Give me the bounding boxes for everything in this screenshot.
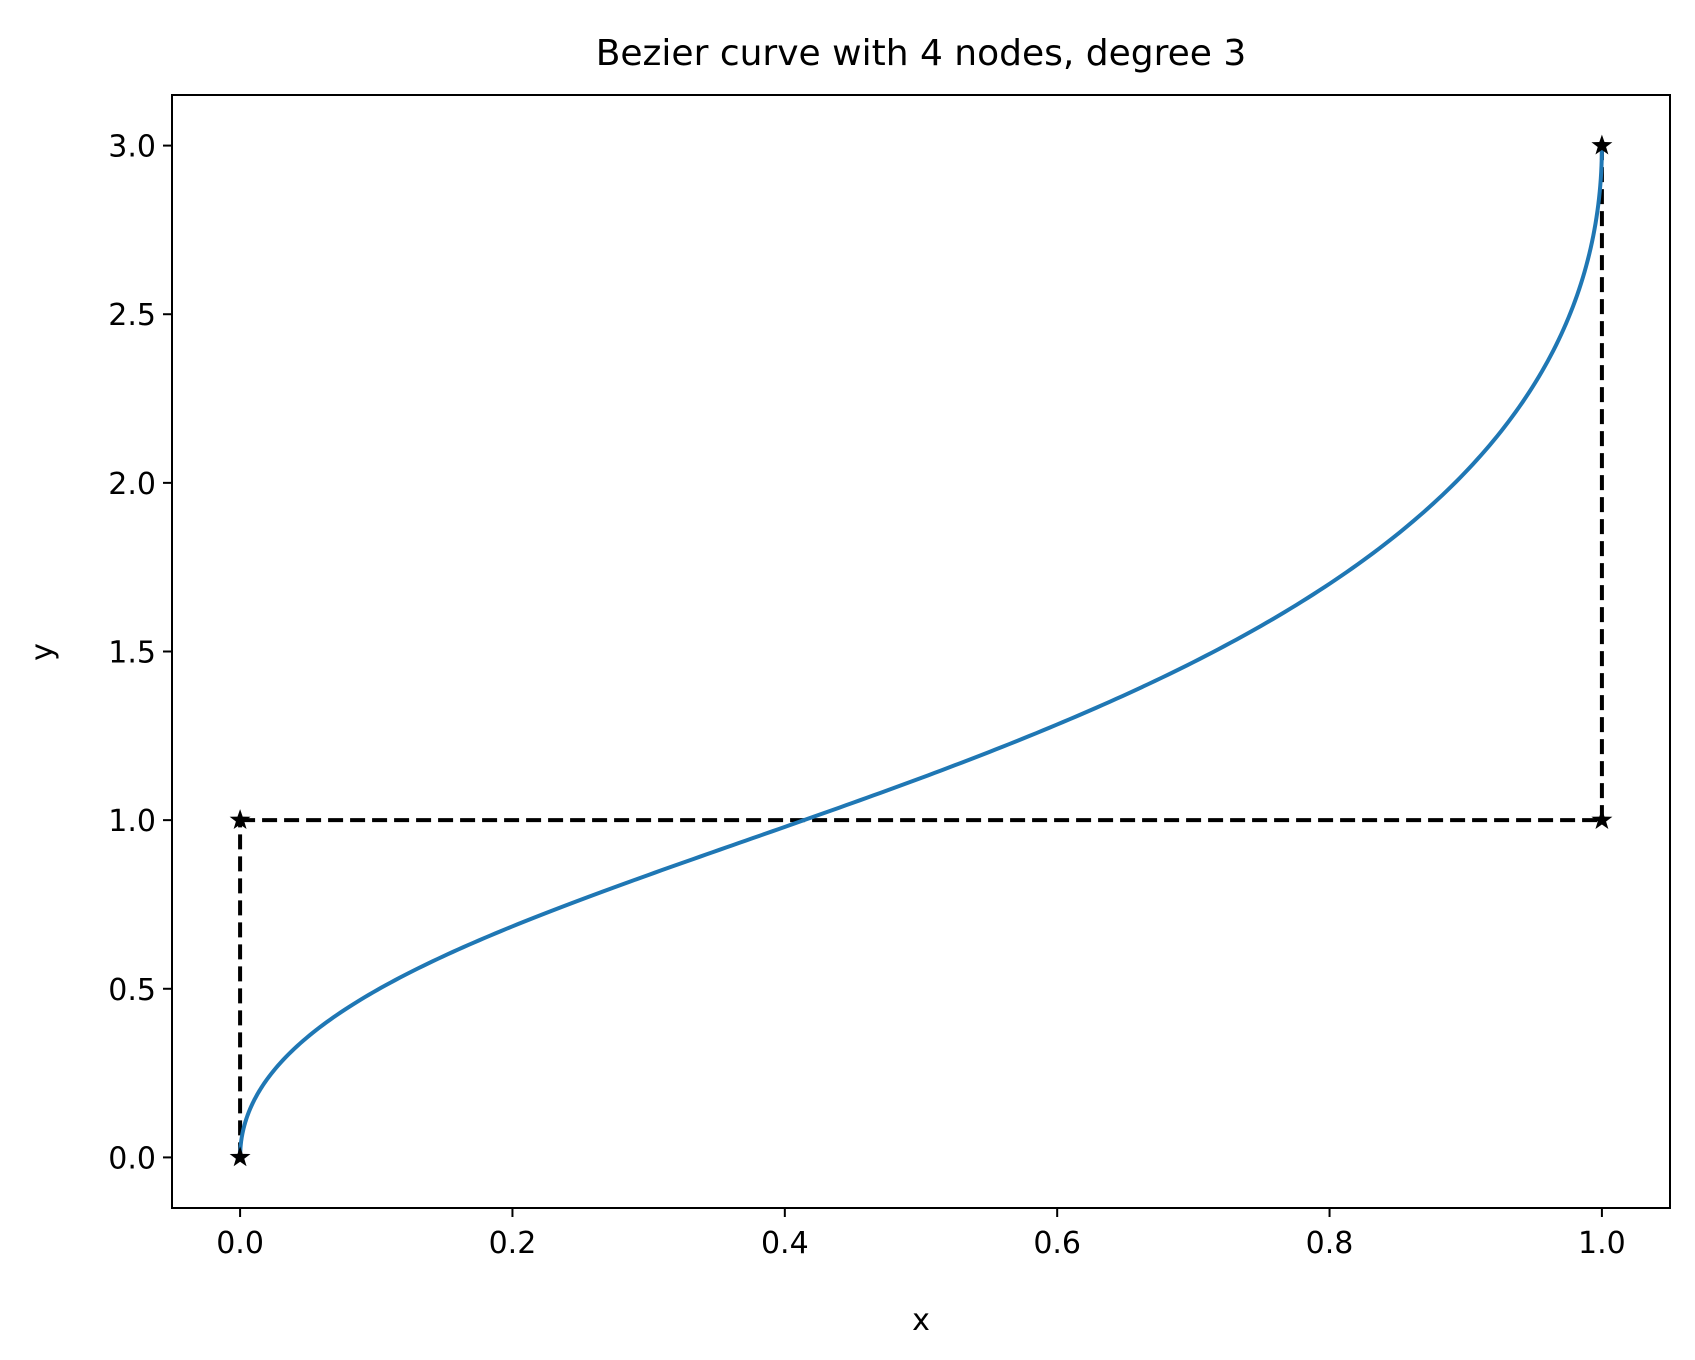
y-tick-label: 1.0 xyxy=(108,804,156,839)
x-axis-label: x xyxy=(912,1303,930,1338)
plot-area xyxy=(171,94,1671,1209)
y-tick-label: 3.0 xyxy=(108,130,156,165)
control-point-marker xyxy=(229,1146,251,1167)
x-tick-label: 0.4 xyxy=(761,1226,809,1261)
y-tick-label: 2.0 xyxy=(108,467,156,502)
bezier-curve xyxy=(238,145,1604,1158)
x-tick-label: 0.2 xyxy=(489,1226,537,1261)
x-tick-label: 1.0 xyxy=(1578,1226,1626,1261)
y-axis-label: y xyxy=(25,643,60,661)
y-axis-ticks: 0.0 0.5 1.0 1.5 2.0 2.5 3.0 xyxy=(108,130,172,1176)
y-tick-label: 0.0 xyxy=(108,1141,156,1176)
x-axis-ticks: 0.0 0.2 0.4 0.6 0.8 1.0 xyxy=(216,1208,1626,1261)
chart-title: Bezier curve with 4 nodes, degree 3 xyxy=(596,33,1247,74)
x-tick-label: 0.8 xyxy=(1306,1226,1354,1261)
y-tick-label: 2.5 xyxy=(108,298,156,333)
y-tick-label: 0.5 xyxy=(108,973,156,1008)
y-tick-label: 1.5 xyxy=(108,636,156,671)
control-point-marker xyxy=(229,809,251,830)
control-point-marker xyxy=(1591,809,1613,830)
x-tick-label: 0.0 xyxy=(216,1226,264,1261)
x-tick-label: 0.6 xyxy=(1033,1226,1081,1261)
control-point-marker xyxy=(1591,134,1613,155)
